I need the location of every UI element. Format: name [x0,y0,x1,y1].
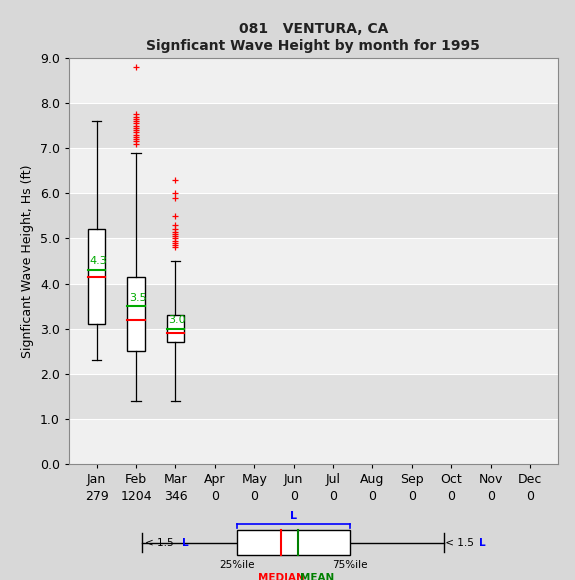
Bar [88,230,105,324]
Bar [237,530,350,555]
Text: 0: 0 [250,490,258,503]
Text: L: L [182,538,189,548]
Text: L: L [290,511,297,521]
Text: 75%ile: 75%ile [332,560,367,570]
Bar [127,277,145,351]
Text: 279: 279 [85,490,109,503]
Bar [69,238,558,284]
Text: 4.3: 4.3 [89,256,107,266]
Text: 0: 0 [329,490,337,503]
Text: 0: 0 [408,490,416,503]
Text: 25%ile: 25%ile [219,560,254,570]
Text: 0: 0 [447,490,455,503]
Title: 081   VENTURA, CA
Signficant Wave Height by month for 1995: 081 VENTURA, CA Signficant Wave Height b… [147,23,480,53]
Text: 0: 0 [369,490,377,503]
Bar [69,103,558,148]
Text: < 1.5: < 1.5 [442,538,477,548]
Text: 0: 0 [211,490,219,503]
Text: 3.0: 3.0 [168,315,186,325]
Bar [69,329,558,374]
Bar [69,58,558,103]
Text: 0: 0 [487,490,494,503]
Text: MEDIAN: MEDIAN [258,572,305,580]
Text: < 1.5: < 1.5 [145,538,177,548]
Bar [69,193,558,238]
Y-axis label: Signficant Wave Height, Hs (ft): Signficant Wave Height, Hs (ft) [21,164,34,358]
Bar [69,148,558,193]
Text: L: L [480,538,486,548]
Bar [167,315,185,342]
Bar [69,419,558,464]
Text: 0: 0 [290,490,298,503]
Text: 3.5: 3.5 [129,292,147,303]
Text: 346: 346 [164,490,187,503]
Bar [69,374,558,419]
Text: 1204: 1204 [120,490,152,503]
Text: 0: 0 [526,490,534,503]
Text: MEAN: MEAN [300,572,334,580]
Bar [69,284,558,329]
